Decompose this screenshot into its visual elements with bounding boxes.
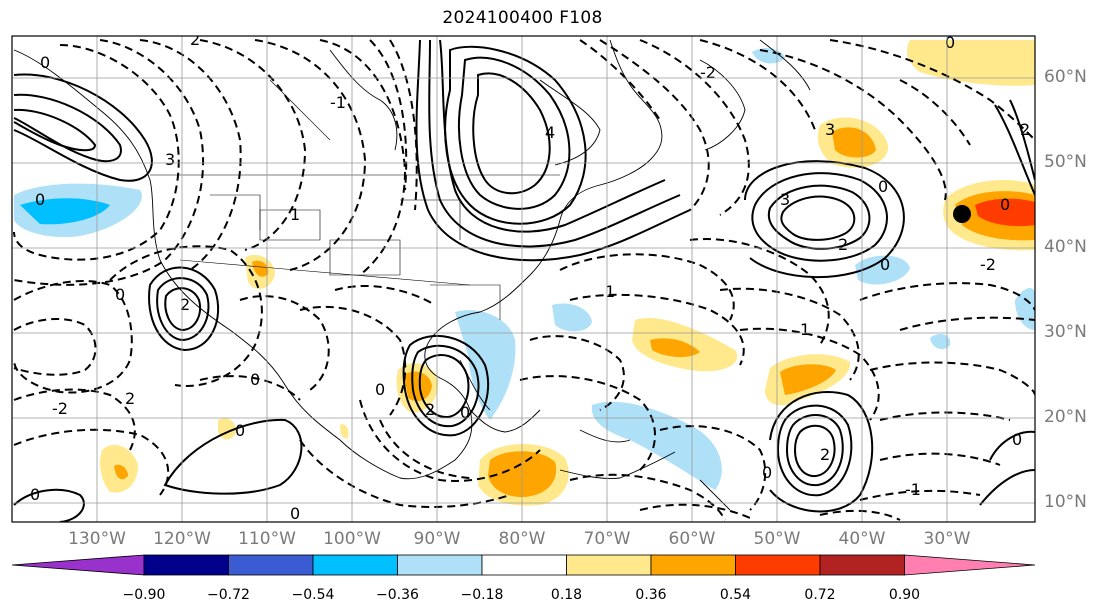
contour-label: 1 [800, 320, 810, 339]
contour-label: -1 [330, 93, 346, 112]
contour-label: 0 [35, 190, 45, 209]
colorbar-tick-label: 0.72 [804, 587, 836, 603]
contour-label: 4 [545, 123, 555, 142]
latitude-label: 50°N [1044, 152, 1087, 172]
colorbar-segment [566, 554, 652, 576]
latitude-label: 60°N [1044, 67, 1087, 87]
negative-anomaly-region [855, 255, 910, 285]
longitude-label: 100°W [323, 529, 381, 549]
graticule [12, 36, 1035, 522]
positive-anomaly-region [832, 127, 876, 158]
negative-anomaly-region [20, 198, 110, 225]
solid-contour-layer [13, 39, 1035, 522]
coastline-layer [13, 39, 811, 511]
contour-label: 0 [1000, 195, 1010, 214]
colorbar-segment [11, 554, 145, 576]
longitude-label: 80°W [498, 529, 546, 549]
latitude-label: 10°N [1044, 492, 1087, 512]
colorbar [11, 554, 1036, 576]
longitude-label: 70°W [583, 529, 631, 549]
colorbar-tick-label: 0.18 [550, 587, 583, 603]
positive-anomaly-region [252, 260, 269, 277]
contour-label: 2 [425, 400, 435, 419]
positive-anomaly-region [975, 198, 1035, 227]
contour-label: -2 [52, 399, 68, 418]
contour-label: -1 [905, 480, 921, 499]
contour-label: 0 [460, 403, 470, 422]
contour-label: 3 [780, 190, 790, 209]
longitude-label: 90°W [413, 529, 461, 549]
contour-label: 0 [235, 421, 245, 440]
contour-label: -2 [700, 63, 716, 82]
colorbar-segment [904, 554, 1036, 576]
negative-anomaly-region [591, 401, 722, 490]
latitude-label: 40°N [1044, 237, 1087, 257]
shading-layer [14, 40, 1035, 506]
contour-labels: 0 0 2 3 0 -2 2 0 0 0 1 -1 4 -2 1 0 2 0 3… [30, 30, 1030, 523]
colorbar-segment [481, 554, 567, 576]
longitude-label: 40°W [838, 529, 886, 549]
colorbar-tick-label: −0.90 [122, 587, 166, 603]
map-title: 2024100400 F108 [442, 8, 603, 28]
longitude-label: 50°W [753, 529, 801, 549]
colorbar-segment [397, 554, 483, 576]
storm-center-marker [953, 205, 971, 223]
contour-label: 0 [762, 463, 772, 482]
contour-label: 0 [115, 285, 125, 304]
longitude-label: 60°W [668, 529, 716, 549]
positive-anomaly-region [114, 464, 128, 480]
contour-label: 0 [878, 177, 888, 196]
longitude-label: 30°W [923, 529, 971, 549]
contour-label: 0 [290, 504, 300, 523]
contour-label: 0 [375, 380, 385, 399]
colorbar-tick-label: 0.36 [635, 587, 667, 603]
latitude-label: 20°N [1044, 407, 1087, 427]
colorbar-tick-label: −0.36 [376, 587, 419, 603]
colorbar-tick-label: −0.18 [460, 587, 504, 603]
contour-label: 0 [40, 53, 50, 72]
latitude-label: 30°N [1044, 322, 1087, 342]
contour-label: 2 [190, 30, 200, 49]
positive-anomaly-region [404, 371, 432, 402]
positive-anomaly-region [340, 424, 349, 439]
colorbar-segment [650, 554, 736, 576]
contour-label: 0 [880, 255, 890, 274]
contour-label: 1 [605, 282, 615, 301]
colorbar-tick-label: −0.54 [291, 587, 335, 603]
contour-label: 0 [1012, 430, 1022, 449]
contour-label: 2 [838, 235, 848, 254]
longitude-label: 120°W [153, 529, 211, 549]
contour-label: 1 [290, 205, 300, 224]
longitude-label: 110°W [238, 529, 296, 549]
contour-label: 0 [30, 485, 40, 504]
positive-anomaly-region [650, 338, 700, 358]
contour-label: 2 [180, 295, 190, 314]
colorbar-segment [819, 554, 905, 576]
longitude-label: 130°W [68, 529, 126, 549]
contour-label: 3 [165, 150, 175, 169]
contour-label: 2 [820, 445, 830, 464]
positive-anomaly-region [907, 40, 1035, 86]
contour-label: 2 [1020, 120, 1030, 139]
colorbar-segment [143, 554, 229, 576]
negative-anomaly-region [552, 303, 592, 332]
colorbar-tick-label: 0.54 [719, 587, 752, 603]
contour-label: -2 [980, 255, 996, 274]
contour-label: 0 [250, 370, 260, 389]
colorbar-segment [228, 554, 314, 576]
colorbar-segment [735, 554, 821, 576]
contour-label: 2 [125, 389, 135, 408]
negative-anomaly-region [930, 334, 951, 350]
contour-label: 3 [825, 120, 835, 139]
contour-label: 0 [945, 33, 955, 52]
map-frame [11, 35, 1036, 523]
positive-anomaly-region [780, 364, 836, 395]
colorbar-tick-label: −0.72 [207, 587, 250, 603]
colorbar-tick-label: 0.90 [888, 587, 921, 603]
colorbar-segment [312, 554, 398, 576]
